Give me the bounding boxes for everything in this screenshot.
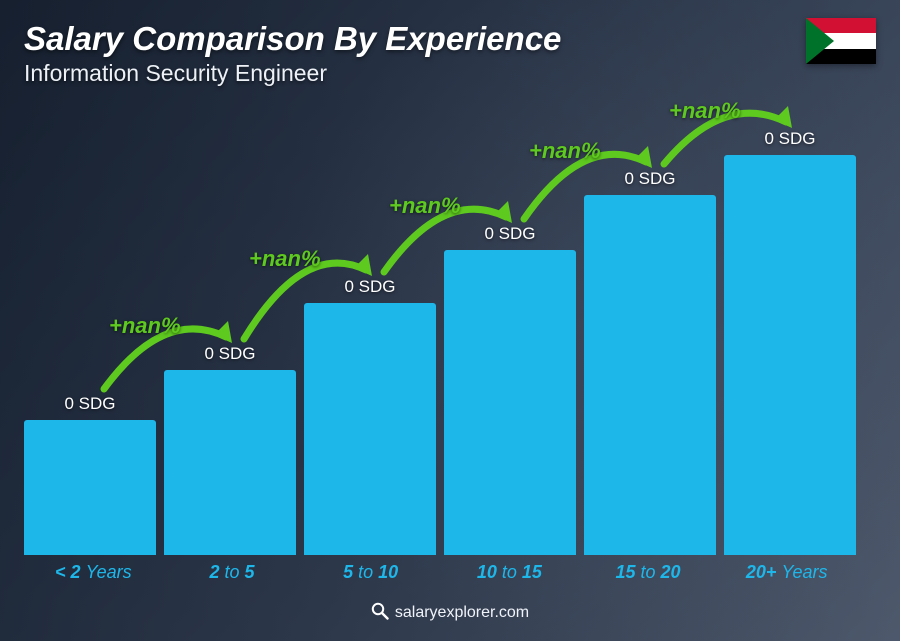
bar: [444, 250, 576, 555]
bar-col-2: 0 SDG: [304, 277, 436, 555]
bar: [724, 155, 856, 555]
bar-value-label: 0 SDG: [204, 344, 255, 364]
bar-value-label: 0 SDG: [64, 394, 115, 414]
bar-value-label: 0 SDG: [344, 277, 395, 297]
bar: [164, 370, 296, 555]
footer: salaryexplorer.com: [0, 602, 900, 625]
x-axis-label: 2 to 5: [163, 562, 302, 583]
bar-col-5: 0 SDG: [724, 129, 856, 555]
magnifier-icon: [371, 602, 389, 625]
x-axis-label: 20+ Years: [717, 562, 856, 583]
header: Salary Comparison By Experience Informat…: [24, 20, 876, 87]
bar-value-label: 0 SDG: [484, 224, 535, 244]
bar-value-label: 0 SDG: [624, 169, 675, 189]
chart-title: Salary Comparison By Experience: [24, 20, 876, 58]
x-axis-labels: < 2 Years2 to 55 to 1010 to 1515 to 2020…: [20, 562, 860, 583]
bar: [304, 303, 436, 555]
bar-col-3: 0 SDG: [444, 224, 576, 555]
x-axis-label: 15 to 20: [579, 562, 718, 583]
country-flag-sudan: [806, 18, 876, 64]
x-axis-label: 5 to 10: [301, 562, 440, 583]
footer-site: salaryexplorer.com: [395, 604, 529, 621]
bars-container: 0 SDG 0 SDG 0 SDG 0 SDG 0 SDG 0 SDG: [20, 115, 860, 555]
bar: [584, 195, 716, 555]
bar: [24, 420, 156, 555]
bar-col-0: 0 SDG: [24, 394, 156, 555]
chart-area: 0 SDG 0 SDG 0 SDG 0 SDG 0 SDG 0 SDG < 2 Years…: [20, 110, 860, 583]
bar-col-4: 0 SDG: [584, 169, 716, 555]
bar-value-label: 0 SDG: [764, 129, 815, 149]
chart-subtitle: Information Security Engineer: [24, 60, 876, 87]
x-axis-label: < 2 Years: [24, 562, 163, 583]
flag-triangle: [806, 18, 834, 64]
x-axis-label: 10 to 15: [440, 562, 579, 583]
bar-col-1: 0 SDG: [164, 344, 296, 555]
